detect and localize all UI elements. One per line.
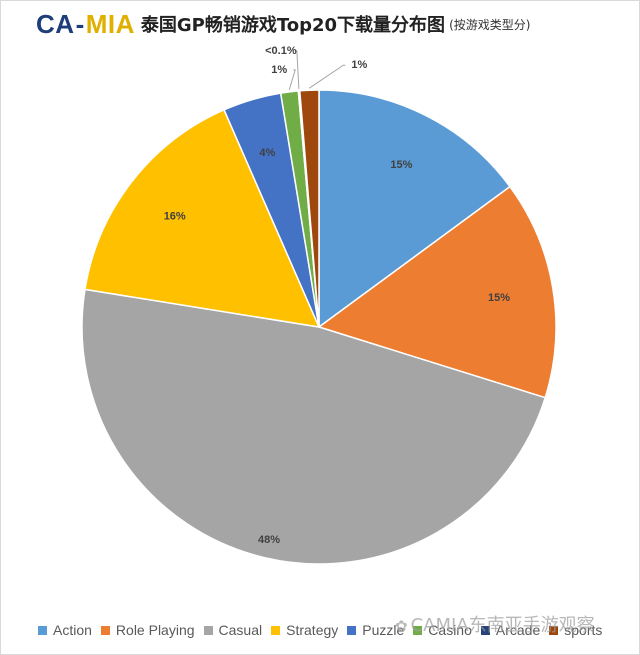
chart-legend: Action Role Playing Casual Strategy Puzzle Ca… <box>38 622 611 638</box>
legend-swatch-puzzle <box>347 625 357 635</box>
legend-label-puzzle: Puzzle <box>362 622 405 638</box>
camia-logo: CA - MIA <box>36 9 135 40</box>
legend-swatch-strategy <box>271 625 281 635</box>
legend-item-casual: Casual <box>203 622 263 638</box>
legend-swatch-sports <box>549 625 559 635</box>
legend-item-arcade: Arcade <box>480 622 541 638</box>
legend-swatch-role-playing <box>100 625 110 635</box>
legend-item-casino: Casino <box>413 622 472 638</box>
pie-slice-action <box>318 89 511 329</box>
data-label-role-playing: 15% <box>488 292 510 304</box>
leader-line-casino <box>288 69 296 91</box>
chart-title: 泰国GP畅销游戏Top20下载量分布图 <box>140 15 446 36</box>
legend-label-role-playing: Role Playing <box>115 622 195 638</box>
legend-swatch-arcade <box>480 625 490 635</box>
watermark-text: CAMIA东南亚手游观察 <box>410 615 595 636</box>
legend-label-action: Action <box>53 622 92 638</box>
legend-label-strategy: Strategy <box>286 622 339 638</box>
data-label-puzzle: 4% <box>259 147 275 159</box>
chart-subtitle: (按游戏类型分) <box>449 17 531 32</box>
legend-label-casino: Casino <box>428 622 472 638</box>
legend-label-arcade: Arcade <box>495 622 541 638</box>
logo-part1: CA <box>36 8 75 39</box>
logo-dash: - <box>75 8 85 39</box>
legend-item-role-playing: Role Playing <box>100 622 195 638</box>
data-label-casino: 1% <box>271 64 287 76</box>
pie-slice-strategy <box>84 108 321 328</box>
legend-item-puzzle: Puzzle <box>347 622 404 638</box>
legend-swatch-casual <box>203 625 213 635</box>
wechat-icon: ✿ <box>395 617 408 635</box>
logo-part2: MIA <box>85 8 135 39</box>
data-label-strategy: 16% <box>164 210 186 222</box>
data-label-action: 15% <box>390 159 412 171</box>
legend-item-strategy: Strategy <box>271 622 338 638</box>
data-label-arcade: <0.1% <box>265 45 297 57</box>
legend-swatch-casino <box>413 625 423 635</box>
chart-header: CA - MIA 泰国GP畅销游戏Top20下载量分布图 (按游戏类型分) <box>36 8 530 40</box>
data-label-sports: 1% <box>351 59 367 71</box>
legend-label-casual: Casual <box>218 622 263 638</box>
legend-item-sports: sports <box>549 622 602 638</box>
data-label-casual: 48% <box>258 534 280 546</box>
watermark: ✿ CAMIA东南亚手游观察 <box>395 611 595 637</box>
legend-swatch-action <box>38 625 47 635</box>
leader-line-sports <box>309 64 346 89</box>
legend-label-sports: sports <box>564 622 603 638</box>
pie-slice-casual <box>81 288 547 565</box>
leader-line-arcade <box>294 50 300 89</box>
pie-slice-sports <box>298 89 320 328</box>
legend-item-action: Action <box>38 622 92 638</box>
